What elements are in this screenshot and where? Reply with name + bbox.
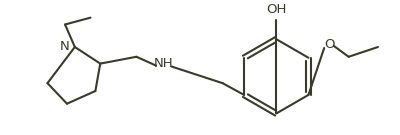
Text: N: N <box>60 40 70 53</box>
Text: NH: NH <box>154 57 174 70</box>
Text: OH: OH <box>266 3 286 16</box>
Text: O: O <box>324 38 334 51</box>
